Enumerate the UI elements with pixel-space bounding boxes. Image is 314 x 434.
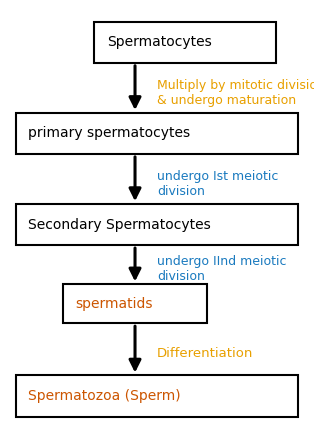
Text: spermatids: spermatids <box>75 297 153 311</box>
Text: Multiply by mitotic division
& undergo maturation: Multiply by mitotic division & undergo m… <box>157 79 314 107</box>
Text: Spermatocytes: Spermatocytes <box>107 35 212 49</box>
Text: undergo IInd meiotic
division: undergo IInd meiotic division <box>157 255 286 283</box>
FancyBboxPatch shape <box>16 204 298 245</box>
FancyBboxPatch shape <box>16 113 298 154</box>
FancyBboxPatch shape <box>63 284 207 323</box>
Text: Secondary Spermatocytes: Secondary Spermatocytes <box>28 217 211 232</box>
Text: Differentiation: Differentiation <box>157 347 253 360</box>
Text: primary spermatocytes: primary spermatocytes <box>28 126 190 141</box>
FancyBboxPatch shape <box>94 22 276 63</box>
Text: undergo Ist meiotic
division: undergo Ist meiotic division <box>157 171 279 198</box>
FancyBboxPatch shape <box>16 375 298 417</box>
Text: Spermatozoa (Sperm): Spermatozoa (Sperm) <box>28 389 181 403</box>
